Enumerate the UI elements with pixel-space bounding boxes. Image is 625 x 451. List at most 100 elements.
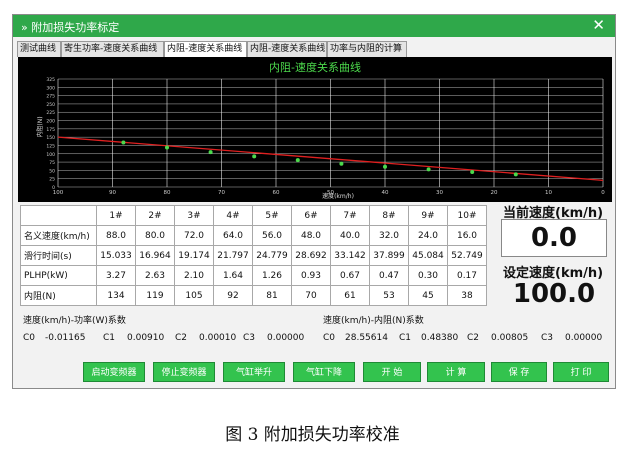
chart-ticks: 100 90 80 70 60 50 40 30 20 10 0025507510012515017… <box>46 77 605 196</box>
table-header-row: 1# 2# 3# 4# 5# 6# 7# 8# 9# 10# <box>20 205 487 226</box>
table-cell: 61 <box>330 285 370 306</box>
power-coef-row: C0 -0.01165 C1 0.00910 C2 0.00010 C3 0.0… <box>23 333 313 345</box>
calculate-button[interactable]: 计 算 <box>427 362 485 382</box>
y-tick-label: 50 <box>49 168 55 174</box>
col-header: 10# <box>447 205 487 226</box>
resist-c0-label: C0 <box>323 333 336 343</box>
table-cell: 134 <box>96 285 136 306</box>
col-header: 3# <box>174 205 214 226</box>
close-icon[interactable]: ✕ <box>592 16 605 34</box>
resist-coef-row: C0 28.55614 C1 0.48380 C2 0.00805 C3 0.0… <box>323 333 613 345</box>
lift-up-button[interactable]: 气缸举升 <box>223 362 285 382</box>
save-button[interactable]: 保 存 <box>491 362 547 382</box>
chart-grid <box>57 78 604 188</box>
table-cell: 38 <box>447 285 487 306</box>
table-cell: 21.797 <box>213 245 253 266</box>
fit-line <box>57 136 604 182</box>
fit-line-segment <box>57 136 604 182</box>
lift-down-button[interactable]: 气缸下降 <box>293 362 355 382</box>
print-button[interactable]: 打 印 <box>553 362 609 382</box>
resist-c0-value: 28.55614 <box>345 333 388 343</box>
table-cell: 37.899 <box>369 245 409 266</box>
col-header: 6# <box>291 205 331 226</box>
col-header: 5# <box>252 205 292 226</box>
table-cell: 53 <box>369 285 409 306</box>
start-inverter-button[interactable]: 启动变频器 <box>83 362 145 382</box>
y-tick-label: 75 <box>49 160 55 166</box>
table-cell: 1.26 <box>252 265 292 286</box>
table-cell: 92 <box>213 285 253 306</box>
table-cell: 105 <box>174 285 214 306</box>
window-title: » 附加损失功率标定 <box>21 21 120 34</box>
table-cell: 0.30 <box>408 265 448 286</box>
x-tick-label: 60 <box>273 190 280 196</box>
table-cell: 2.10 <box>174 265 214 286</box>
table-cell: 24.779 <box>252 245 292 266</box>
x-tick-label: 20 <box>491 190 498 196</box>
x-tick-label: 50 <box>327 190 334 196</box>
table-cell: 3.27 <box>96 265 136 286</box>
table-cell: 28.692 <box>291 245 331 266</box>
set-speed-label: 设定速度(km/h) <box>503 266 604 281</box>
power-c3-value: 0.00000 <box>267 333 305 343</box>
table-cell: 32.0 <box>369 225 409 246</box>
y-tick-label: 275 <box>46 94 55 100</box>
x-tick-label: 40 <box>382 190 389 196</box>
power-c0-label: C0 <box>23 333 36 343</box>
figure-caption: 图 3 附加损失功率校准 <box>225 425 400 445</box>
table-cell: 1.64 <box>213 265 253 286</box>
power-coef-title: 速度(km/h)-功率(W)系数 <box>23 316 126 326</box>
x-tick-label: 0 <box>601 190 605 196</box>
title-bar: » 附加损失功率标定 ✕ <box>13 15 615 37</box>
stop-inverter-button[interactable]: 停止变频器 <box>153 362 215 382</box>
data-point <box>252 154 257 159</box>
x-axis-label: 速度(km/h) <box>322 192 354 200</box>
resist-coef-title: 速度(km/h)-内阻(N)系数 <box>323 316 424 326</box>
row-label: PLHP(kW) <box>20 265 97 286</box>
table-cell: 19.174 <box>174 245 214 266</box>
tab-bar: 测试曲线 寄生功率-速度关系曲线 内阻-速度关系曲线 内阻-速度关系曲线 功率与… <box>17 41 613 57</box>
y-tick-label: 175 <box>46 127 55 133</box>
table-cell: 72.0 <box>174 225 214 246</box>
table-cell: 0.47 <box>369 265 409 286</box>
chart-title: 内阻-速度关系曲线 <box>269 60 361 74</box>
resist-c1-label: C1 <box>399 333 412 343</box>
tab-resistance-speed-active[interactable]: 内阻-速度关系曲线 <box>164 41 247 57</box>
table-cell: 0.67 <box>330 265 370 286</box>
col-header: 4# <box>213 205 253 226</box>
table-cell: 45 <box>408 285 448 306</box>
data-point <box>295 158 300 163</box>
y-tick-label: 125 <box>46 143 55 149</box>
calibration-window: » 附加损失功率标定 ✕ 测试曲线 寄生功率-速度关系曲线 内阻-速度关系曲线 … <box>12 14 616 389</box>
resistance-speed-chart: 内阻-速度关系曲线 100 90 80 70 60 50 40 30 20 10 0 0 25 50 75 1… <box>18 57 612 202</box>
tab-resistance-speed[interactable]: 内阻-速度关系曲线 <box>247 41 327 57</box>
table-cell: 45.084 <box>408 245 448 266</box>
results-table: 1# 2# 3# 4# 5# 6# 7# 8# 9# 10# 名义速度(km/h… <box>20 205 487 306</box>
data-point <box>513 172 518 177</box>
y-tick-label: 325 <box>46 77 55 83</box>
table-row-nominal-speed: 名义速度(km/h) 88.0 80.0 72.0 64.0 56.0 48.0… <box>20 225 487 246</box>
y-tick-label: 200 <box>46 119 55 125</box>
data-point <box>470 170 475 175</box>
table-cell: 40.0 <box>330 225 370 246</box>
tab-parasitic-power-speed[interactable]: 寄生功率-速度关系曲线 <box>61 41 164 57</box>
tab-test-curve[interactable]: 测试曲线 <box>17 41 61 57</box>
table-cell: 70 <box>291 285 331 306</box>
data-point <box>426 167 431 172</box>
y-tick-label: 250 <box>46 102 55 108</box>
table-cell: 16.964 <box>135 245 175 266</box>
table-cell: 80.0 <box>135 225 175 246</box>
set-speed-display[interactable]: 100.0 <box>512 279 596 309</box>
power-c0-value: -0.01165 <box>45 333 86 343</box>
tab-power-resistance-calc[interactable]: 功率与内阻的计算 <box>327 41 407 57</box>
table-cell: 24.0 <box>408 225 448 246</box>
start-button[interactable]: 开 始 <box>363 362 421 382</box>
data-point <box>383 164 387 169</box>
col-header: 1# <box>96 205 136 226</box>
table-cell: 15.033 <box>96 245 136 266</box>
x-tick-label: 70 <box>218 190 225 196</box>
table-cell: 16.0 <box>447 225 487 246</box>
y-tick-label: 300 <box>46 85 55 91</box>
table-row-resistance: 内阻(N) 134 119 105 92 81 70 61 53 45 38 <box>20 285 487 306</box>
row-label: 内阻(N) <box>20 285 97 306</box>
